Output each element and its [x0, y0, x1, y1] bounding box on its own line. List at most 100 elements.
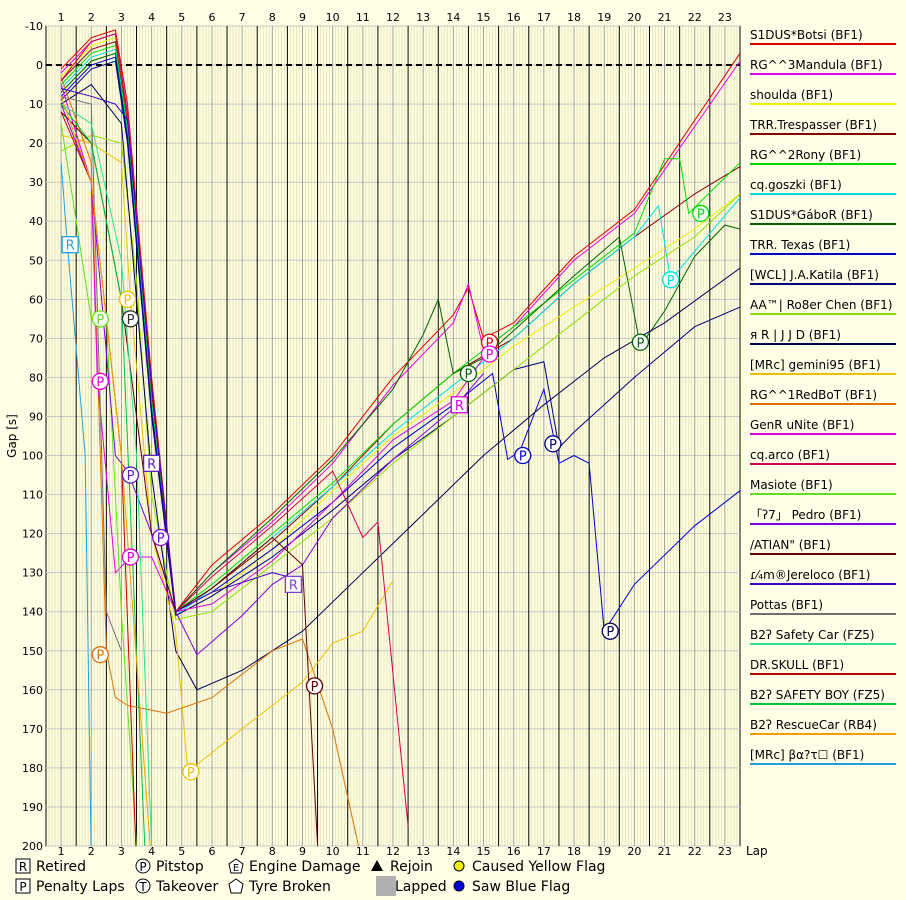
key-icon — [228, 878, 244, 894]
x-tick-label-bottom: 23 — [718, 845, 732, 858]
legend-entry-label: я R | J J D (BF1) — [750, 328, 841, 342]
x-tick-label-top: 17 — [537, 11, 551, 24]
symbol-key: R Retired P Pitstop E Engine Damage Rejoin Caus… — [15, 858, 605, 896]
x-tick-label-top: 12 — [386, 11, 400, 24]
series-line — [60, 44, 740, 613]
svg-text:P: P — [519, 450, 527, 465]
svg-text:P: P — [127, 551, 135, 566]
series-line — [60, 103, 146, 846]
y-tick-label: -10 — [25, 20, 43, 33]
x-tick-label-top: 23 — [718, 11, 732, 24]
legend-entry-label: Masiote (BF1) — [750, 478, 833, 492]
legend-entry-label: 「ʔ7」 Pedro (BF1) — [750, 508, 861, 522]
pitstop-marker: P — [544, 435, 562, 453]
x-tick-label-bottom: 6 — [208, 845, 215, 858]
key-icon — [453, 880, 465, 892]
x-axis-label: Lap — [746, 844, 768, 858]
svg-text:R: R — [455, 399, 464, 414]
y-tick-label: 110 — [22, 489, 43, 502]
key-label: Tyre Broken — [248, 879, 331, 895]
legend-entry-label: RG^^3Mandula (BF1) — [750, 58, 883, 72]
legend-entry-label: TRR. Texas (BF1) — [749, 238, 850, 252]
series-line — [60, 29, 740, 613]
pitstop-marker: P — [121, 548, 140, 566]
x-tick-label-top: 5 — [178, 11, 185, 24]
x-tick-label-top: 9 — [299, 11, 306, 24]
pitstop-marker: P — [305, 677, 324, 695]
x-tick-label-top: 14 — [446, 11, 460, 24]
key-label: Lapped — [395, 879, 447, 895]
svg-text:P: P — [667, 274, 675, 289]
key-item: E Engine Damage — [228, 858, 361, 875]
svg-text:R: R — [147, 457, 156, 472]
x-tick-label-bottom: 15 — [477, 845, 491, 858]
y-tick-label: 60 — [29, 293, 43, 306]
key-item: R Retired — [15, 858, 86, 875]
svg-text:P: P — [96, 313, 104, 328]
x-tick-label-top: 1 — [58, 11, 65, 24]
series-line — [60, 103, 153, 846]
svg-text:R: R — [289, 578, 298, 593]
x-tick-label-top: 3 — [118, 11, 125, 24]
y-tick-label: 100 — [22, 450, 43, 463]
svg-text:P: P — [139, 860, 146, 874]
legend-entry-label: ɾ⁄₄m®Jereloco (BF1) — [750, 568, 870, 582]
y-tick-label: 80 — [29, 371, 43, 384]
key-label: Engine Damage — [249, 859, 361, 875]
svg-text:P: P — [19, 880, 26, 894]
svg-text:R: R — [66, 239, 75, 254]
pitstop-marker: P — [692, 204, 710, 222]
x-tick-label-top: 20 — [627, 11, 641, 24]
y-tick-label: 190 — [22, 801, 43, 814]
key-icon — [15, 878, 31, 894]
pitstop-marker: P — [601, 622, 619, 640]
y-tick-label: 90 — [29, 410, 43, 423]
key-item: P Penalty Laps — [15, 878, 125, 895]
svg-text:P: P — [637, 336, 645, 351]
svg-text:P: P — [486, 336, 494, 351]
x-tick-label-top: 18 — [567, 11, 581, 24]
x-tick-label-bottom: 16 — [507, 845, 521, 858]
x-tick-label-top: 19 — [597, 11, 611, 24]
key-item: Lapped — [376, 876, 447, 896]
legend-entry-label: B2ʔ Safety Car (FZ5) — [750, 628, 875, 642]
x-tick-label-top: 13 — [416, 11, 430, 24]
x-tick-label-top: 2 — [88, 11, 95, 24]
svg-text:P: P — [697, 207, 705, 222]
pitstop-marker: P — [121, 310, 140, 328]
pitstop-marker: P — [91, 310, 109, 328]
key-item: T Takeover — [135, 878, 218, 895]
pitstop-marker: P — [514, 446, 532, 465]
key-label: Pitstop — [156, 859, 204, 875]
series-line — [60, 123, 138, 846]
y-tick-label: 150 — [22, 645, 43, 658]
svg-text:P: P — [606, 625, 614, 640]
svg-text:P: P — [157, 532, 165, 547]
legend-entry-label: cq.goszki (BF1) — [750, 178, 842, 192]
x-tick-label-top: 8 — [269, 11, 276, 24]
svg-text:P: P — [127, 313, 135, 328]
legend-entry-label: S1DUS*Botsi (BF1) — [750, 28, 863, 42]
key-icon — [15, 858, 31, 874]
key-icon — [376, 876, 396, 896]
x-tick-label-bottom: 12 — [386, 845, 400, 858]
y-tick-label: 50 — [29, 254, 43, 267]
series-line — [60, 103, 484, 656]
y-tick-label: 0 — [36, 59, 43, 72]
legend-entry-label: B2ʔ RescueCar (RB4) — [750, 718, 877, 732]
svg-text:T: T — [138, 880, 147, 894]
y-tick-label: 10 — [29, 98, 43, 111]
key-label: Takeover — [155, 879, 218, 895]
legend-entry-label: B2ʔ SAFETY BOY (FZ5) — [750, 688, 885, 702]
legend-entry-label: shoulda (BF1) — [750, 88, 833, 102]
key-item: Saw Blue Flag — [453, 879, 570, 895]
key-item: Caused Yellow Flag — [453, 859, 605, 875]
legend: S1DUS*Botsi (BF1) RG^^3Mandula (BF1) shoul… — [749, 28, 896, 765]
y-axis-label: Gap [s] — [5, 414, 19, 458]
legend-entry-label: RG^^1RedBoT (BF1) — [750, 388, 877, 402]
x-tick-label-top: 10 — [326, 11, 340, 24]
y-tick-label: 170 — [22, 723, 43, 736]
series-line — [60, 33, 409, 827]
